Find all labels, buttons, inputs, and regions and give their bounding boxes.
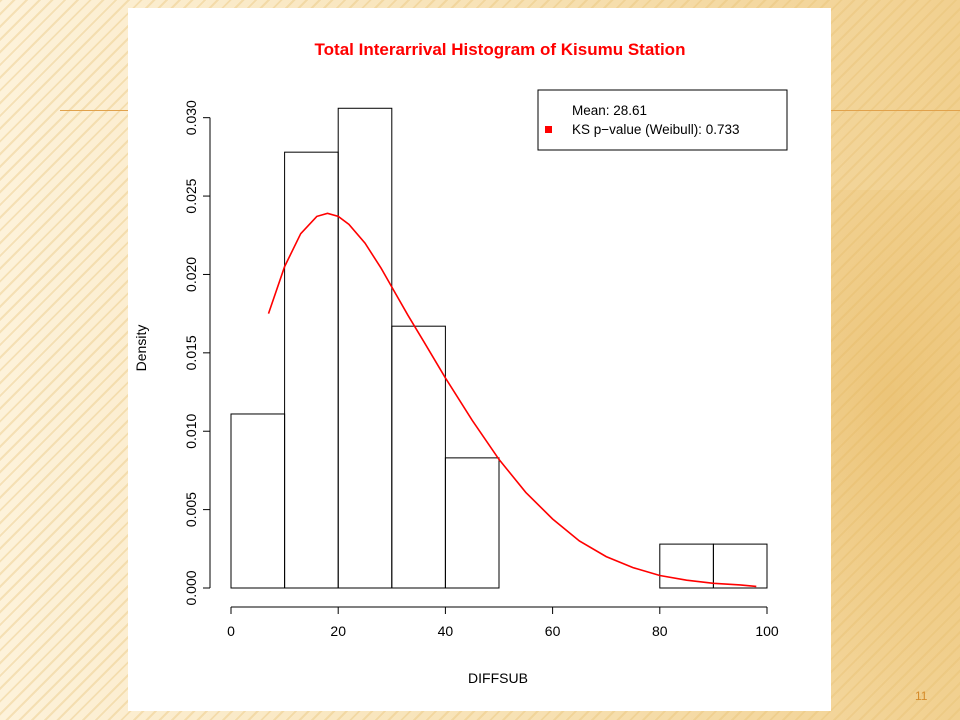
histogram-bar	[284, 151, 339, 589]
weibull-fit-curve	[267, 212, 757, 588]
y-tick-label: 0.020	[183, 257, 199, 292]
y-tick-label: 0.010	[183, 414, 199, 449]
histogram-chart: Total Interarrival Histogram of Kisumu S…	[133, 40, 788, 686]
x-tick-label: 40	[438, 623, 454, 639]
histogram-bar	[391, 325, 446, 589]
legend-ks-marker	[545, 126, 552, 133]
histogram-bar	[230, 413, 286, 589]
histogram-bar	[337, 107, 393, 589]
histogram-bar	[444, 457, 500, 589]
page-number: 11	[915, 689, 928, 703]
axes-layer: 0 20 40 60 80 100 0.000 0.005 0.010 0.015 0.020 0.0…	[183, 100, 779, 639]
x-tick-label: 0	[227, 623, 235, 639]
legend-mean-label: Mean: 28.61	[572, 103, 647, 118]
y-axis-label: Density	[133, 325, 149, 372]
x-tick-label: 60	[545, 623, 561, 639]
y-tick-label: 0.015	[183, 335, 199, 370]
histogram-bar	[659, 543, 714, 589]
legend: Mean: 28.61 KS p−value (Weibull): 0.733	[537, 89, 788, 151]
chart-title: Total Interarrival Histogram of Kisumu S…	[315, 40, 686, 59]
curve-layer	[267, 212, 757, 588]
x-tick-label: 80	[652, 623, 668, 639]
y-tick-label: 0.000	[183, 570, 199, 605]
chart-panel: Total Interarrival Histogram of Kisumu S…	[128, 8, 831, 711]
legend-box	[537, 89, 788, 151]
x-tick-label: 100	[755, 623, 779, 639]
accent-line-right	[830, 110, 960, 111]
accent-line-left	[60, 110, 130, 111]
histogram-bar	[712, 543, 768, 589]
y-tick-label: 0.030	[183, 100, 199, 135]
bars-layer	[230, 107, 768, 589]
legend-ks-label: KS p−value (Weibull): 0.733	[572, 122, 739, 137]
x-tick-label: 20	[330, 623, 346, 639]
y-tick-label: 0.025	[183, 178, 199, 213]
x-axis-label: DIFFSUB	[468, 670, 528, 686]
y-tick-label: 0.005	[183, 492, 199, 527]
